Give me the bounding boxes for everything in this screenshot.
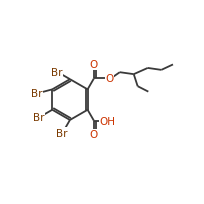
Text: O: O: [90, 130, 98, 140]
Text: OH: OH: [99, 116, 115, 126]
Text: Br: Br: [31, 89, 43, 98]
Text: Br: Br: [33, 112, 44, 122]
Text: O: O: [105, 73, 113, 83]
Text: Br: Br: [57, 128, 68, 138]
Text: Br: Br: [51, 68, 62, 78]
Text: O: O: [90, 60, 98, 70]
